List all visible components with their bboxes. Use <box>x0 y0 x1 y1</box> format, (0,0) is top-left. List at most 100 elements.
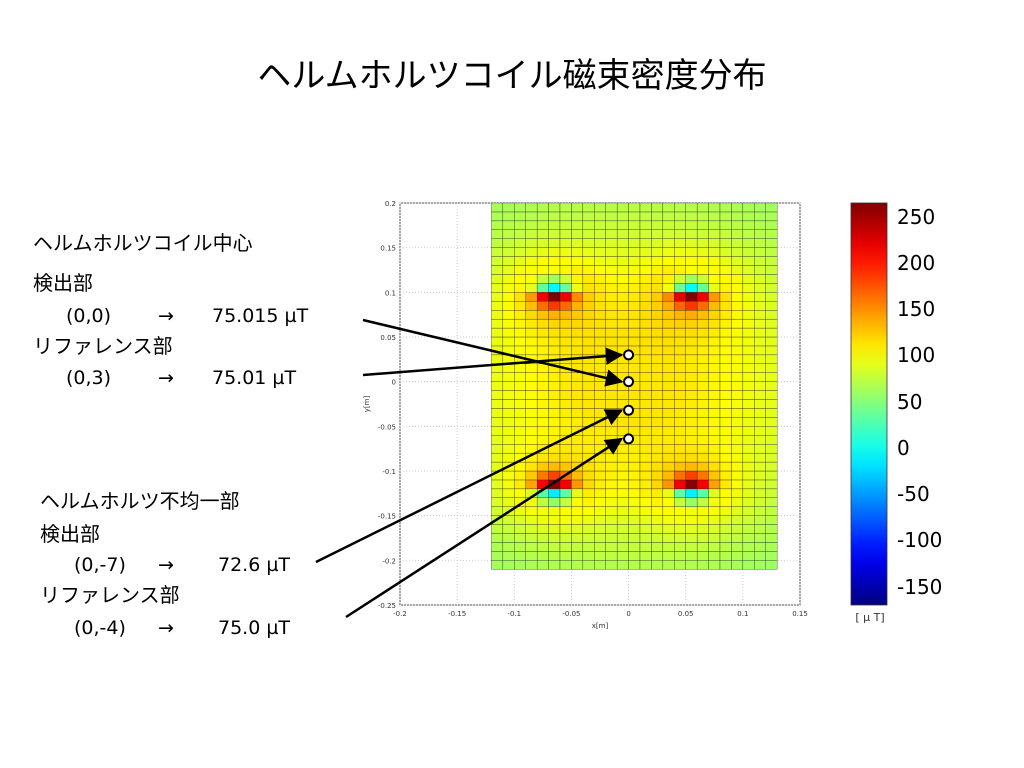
heatmap-cell <box>628 327 641 338</box>
heatmap-cell <box>548 452 561 463</box>
heatmap-cell <box>731 381 744 391</box>
heatmap-cell <box>559 515 572 525</box>
heatmap-cell <box>765 220 778 230</box>
heatmap-cell <box>742 372 755 382</box>
heatmap-cell <box>651 256 664 266</box>
heatmap-cell <box>491 256 504 266</box>
heatmap-cell <box>536 238 549 248</box>
heatmap-cell <box>731 390 744 400</box>
heatmap-cell <box>765 256 778 266</box>
heatmap-cell <box>639 390 652 400</box>
heatmap-cell <box>548 336 561 347</box>
heatmap-cell <box>731 292 744 302</box>
heatmap-cell <box>514 435 526 445</box>
heatmap-cell <box>651 515 664 525</box>
heatmap-cell <box>742 381 755 391</box>
heatmap-cell <box>685 461 698 472</box>
heatmap-cell <box>754 211 766 222</box>
heatmap-cell <box>525 560 538 570</box>
heatmap-cell <box>639 506 652 516</box>
heatmap-cell <box>685 488 698 498</box>
heatmap-cell <box>491 390 504 400</box>
heatmap-cell <box>605 417 618 427</box>
heatmap-cell <box>571 479 584 490</box>
heatmap-cell <box>742 336 755 347</box>
heatmap-cell <box>662 310 675 320</box>
heatmap-cell <box>708 220 721 230</box>
measurement-point <box>623 433 635 445</box>
heatmap-cell <box>754 318 766 329</box>
heatmap-cell <box>685 408 698 418</box>
heatmap-cell <box>639 345 652 356</box>
heatmap-cell <box>491 533 504 543</box>
heatmap-cell <box>514 301 526 311</box>
heatmap-cell <box>582 229 595 239</box>
heatmap-cell <box>685 551 698 561</box>
heatmap-cell <box>525 479 538 490</box>
heatmap-cell <box>559 426 572 436</box>
heatmap-cell <box>708 452 721 463</box>
heatmap-cell <box>639 318 652 329</box>
heatmap-cell <box>514 363 526 373</box>
heatmap-cell <box>651 363 664 373</box>
heatmap-cell <box>628 515 641 525</box>
heatmap-cell <box>525 202 538 213</box>
heatmap-cell <box>731 479 744 490</box>
heatmap-cell <box>616 542 629 552</box>
heatmap-cell <box>765 310 778 320</box>
heatmap-cell <box>628 238 641 248</box>
heatmap-cell <box>639 408 652 418</box>
heatmap-cell <box>594 560 606 570</box>
heatmap-cell <box>765 408 778 418</box>
heatmap-cell <box>731 399 744 409</box>
heatmap-cell <box>571 470 584 481</box>
heatmap-cell <box>719 211 732 222</box>
heatmap-cell <box>582 399 595 409</box>
heatmap-cell <box>514 229 526 239</box>
heatmap-cell <box>651 542 664 552</box>
heatmap-cell <box>765 301 778 311</box>
colorbar-tick-label: -50 <box>897 482 930 507</box>
heatmap-cell <box>548 310 561 320</box>
heatmap-cell <box>662 372 675 382</box>
heatmap-cell <box>719 283 732 293</box>
heatmap-cell <box>536 310 549 320</box>
heatmap-cell <box>731 274 744 284</box>
heatmap-cell <box>514 426 526 436</box>
heatmap-cell <box>525 256 538 266</box>
heatmap-cell <box>491 211 504 222</box>
heatmap-cell <box>536 560 549 570</box>
heatmap-cell <box>731 310 744 320</box>
heatmap-cell <box>548 524 561 534</box>
heatmap-cell <box>616 363 629 373</box>
heatmap-cell <box>582 363 595 373</box>
callout-arrow <box>362 347 624 377</box>
heatmap-cell <box>605 524 618 534</box>
heatmap-cell <box>571 497 584 507</box>
heatmap-cell <box>628 211 641 222</box>
heatmap-cell <box>765 426 778 436</box>
heatmap-cell <box>674 399 686 409</box>
heatmap-cell <box>514 310 526 320</box>
heatmap-cell <box>708 327 721 338</box>
heatmap-cell <box>754 533 766 543</box>
heatmap-cell <box>742 452 755 463</box>
heatmap-cell <box>594 327 606 338</box>
heatmap-cell <box>605 310 618 320</box>
heatmap-cell <box>514 542 526 552</box>
heatmap-cell <box>742 470 755 481</box>
heatmap-cell <box>639 533 652 543</box>
heatmap-cell <box>605 470 618 481</box>
heatmap-cell <box>708 408 721 418</box>
heatmap-cell <box>616 417 629 427</box>
colorbar-tick-label: 0 <box>897 435 910 460</box>
heatmap-cell <box>491 372 504 382</box>
heatmap-cell <box>708 310 721 320</box>
heatmap-cell <box>674 426 686 436</box>
heatmap-cell <box>616 327 629 338</box>
heatmap-cell <box>685 515 698 525</box>
heatmap-cell <box>731 515 744 525</box>
heatmap-cell <box>594 238 606 248</box>
heatmap-cell <box>754 479 766 490</box>
heatmap-cell <box>491 265 504 275</box>
